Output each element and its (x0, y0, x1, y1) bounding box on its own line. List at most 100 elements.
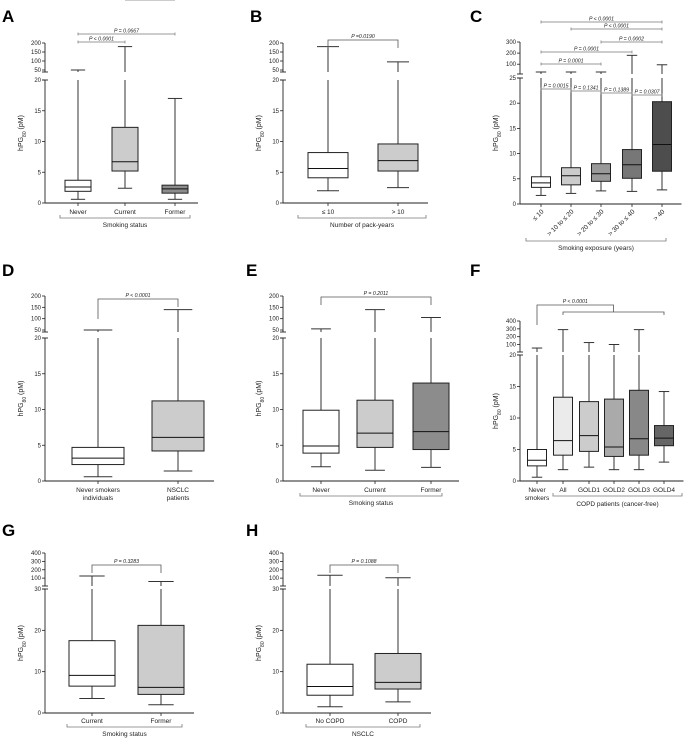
y-tick-label: 0 (276, 479, 280, 485)
x-tick-label: Never (312, 487, 330, 494)
p-value-label: P = 0.2011 (364, 291, 389, 297)
group-bracket (59, 215, 191, 219)
comparison: P = 0.0015 (540, 84, 572, 91)
box-1: > 10 to ≤ 20 (546, 71, 581, 238)
y-tick-label: 20 (34, 628, 41, 634)
y-tick-label: 100 (269, 317, 280, 323)
y-tick-label: 0 (513, 202, 517, 208)
box-4: > 40 (652, 64, 672, 222)
panel-letter: A (2, 7, 14, 26)
box-1: > 10 (377, 61, 419, 216)
box-1: All (553, 329, 573, 494)
y-tick-label: 300 (506, 327, 517, 333)
y-tick-label: 0 (38, 711, 42, 717)
panel-letter: B (250, 7, 262, 26)
box-2: > 20 to ≤ 30 (576, 71, 611, 238)
x-tick-label: > 30 to ≤ 40 (607, 208, 637, 238)
y-tick-label: 100 (506, 343, 517, 349)
p-value-label: P < 0.0001 (604, 24, 629, 30)
x-tick-label: smokers (525, 495, 550, 502)
y-tick-label: 150 (31, 50, 42, 56)
y-tick-label: 15 (509, 126, 516, 132)
x-tick-label: NSCLC (167, 487, 189, 494)
x-tick-label: Current (364, 487, 386, 494)
comparison: P = 0.2011 (320, 291, 432, 305)
y-tick-label: 15 (34, 372, 41, 378)
y-tick-label: 50 (34, 68, 41, 74)
iqr-box (151, 400, 205, 452)
group-bracket (305, 724, 421, 728)
box-2: Former (412, 317, 450, 494)
group-bracket (299, 493, 443, 497)
y-label-subscript: 80 (497, 131, 503, 137)
x-tick-label: Former (421, 487, 443, 494)
x-axis-label: Number of pack-years (330, 222, 395, 229)
comparison: P = 0.1088 (329, 559, 399, 573)
iqr-box (68, 640, 116, 687)
iqr-box (137, 624, 185, 695)
y-tick-label: 300 (269, 559, 280, 565)
x-tick-label: GOLD3 (628, 487, 650, 494)
group-bracket (297, 215, 427, 219)
x-tick-label: No COPD (316, 718, 345, 725)
y-tick-label: 100 (31, 576, 42, 582)
iqr-box (622, 149, 642, 179)
box-0: ≤ 10 (307, 46, 349, 216)
panel-letter: C (470, 7, 482, 26)
box-0: Never (302, 328, 340, 494)
box-1: Current (111, 46, 139, 216)
iqr-box (412, 382, 450, 451)
box-5: GOLD4 (653, 391, 675, 494)
y-tick-label: 0 (38, 201, 42, 207)
x-axis-label: Smoking status (102, 731, 147, 738)
y-tick-label: 20 (272, 628, 279, 634)
iqr-box (306, 663, 354, 696)
y-tick-label: 0 (513, 479, 517, 485)
y-axis-label: hPG80 (pM) (256, 625, 266, 661)
p-value-label: P = 0.0307 (634, 90, 660, 96)
comparison: P = 0.0001 (540, 59, 602, 66)
comparison: P < 0.0001 (97, 293, 179, 319)
y-label-unit: (pM) (18, 625, 25, 641)
y-tick-label: 5 (276, 170, 280, 176)
y-label-text: hPG (18, 402, 25, 416)
y-tick-label: 20 (34, 336, 41, 342)
x-axis-label: Smoking exposure (years) (558, 245, 634, 252)
iqr-box (579, 401, 599, 452)
group-bracket (66, 724, 183, 728)
y-tick-label: 5 (38, 443, 42, 449)
p-value-label: P = 0.0001 (574, 47, 599, 53)
comparison-line (320, 296, 432, 305)
y-axis-label: hPG80 (pM) (256, 115, 266, 151)
box-1: Current (356, 309, 394, 494)
x-tick-label: > 10 (392, 209, 405, 216)
panel-f: F 0 5 10 15 20 100 200 300 400 hPG80 (pM) Neversmok… (470, 261, 684, 508)
group-bracket (552, 493, 683, 497)
y-label-subscript: 80 (260, 131, 266, 137)
panel-h: H 0 10 20 30 100 200 300 400 hPG80 (pM) No COPD COP… (246, 521, 431, 738)
y-tick-label: 15 (272, 372, 279, 378)
y-tick-label: 100 (31, 59, 42, 65)
y-tick-label: 15 (509, 385, 516, 391)
y-tick-label: 100 (506, 62, 517, 68)
y-tick-label: 10 (272, 140, 279, 146)
box-0: Current (68, 575, 116, 725)
box-3: > 30 to ≤ 40 (607, 54, 642, 238)
y-tick-label: 200 (31, 41, 42, 47)
y-axis-label: hPG80 (pM) (256, 381, 266, 417)
y-tick-label: 5 (38, 170, 42, 176)
x-tick-label: > 20 to ≤ 30 (576, 208, 606, 238)
p-value-label: P = 0.1341 (573, 86, 598, 92)
x-tick-label: Current (81, 718, 103, 725)
y-tick-label: 10 (272, 408, 279, 414)
y-tick-label: 25 (509, 76, 516, 82)
y-tick-label: 5 (276, 443, 280, 449)
iqr-box (71, 446, 125, 466)
iqr-box (561, 167, 581, 186)
y-tick-label: 20 (34, 78, 41, 84)
comparison: P =0.0190 (327, 34, 399, 48)
y-label-text: hPG (18, 137, 25, 151)
y-label-text: hPG (18, 647, 25, 661)
y-label-text: hPG (256, 137, 263, 151)
y-tick-label: 200 (269, 568, 280, 574)
